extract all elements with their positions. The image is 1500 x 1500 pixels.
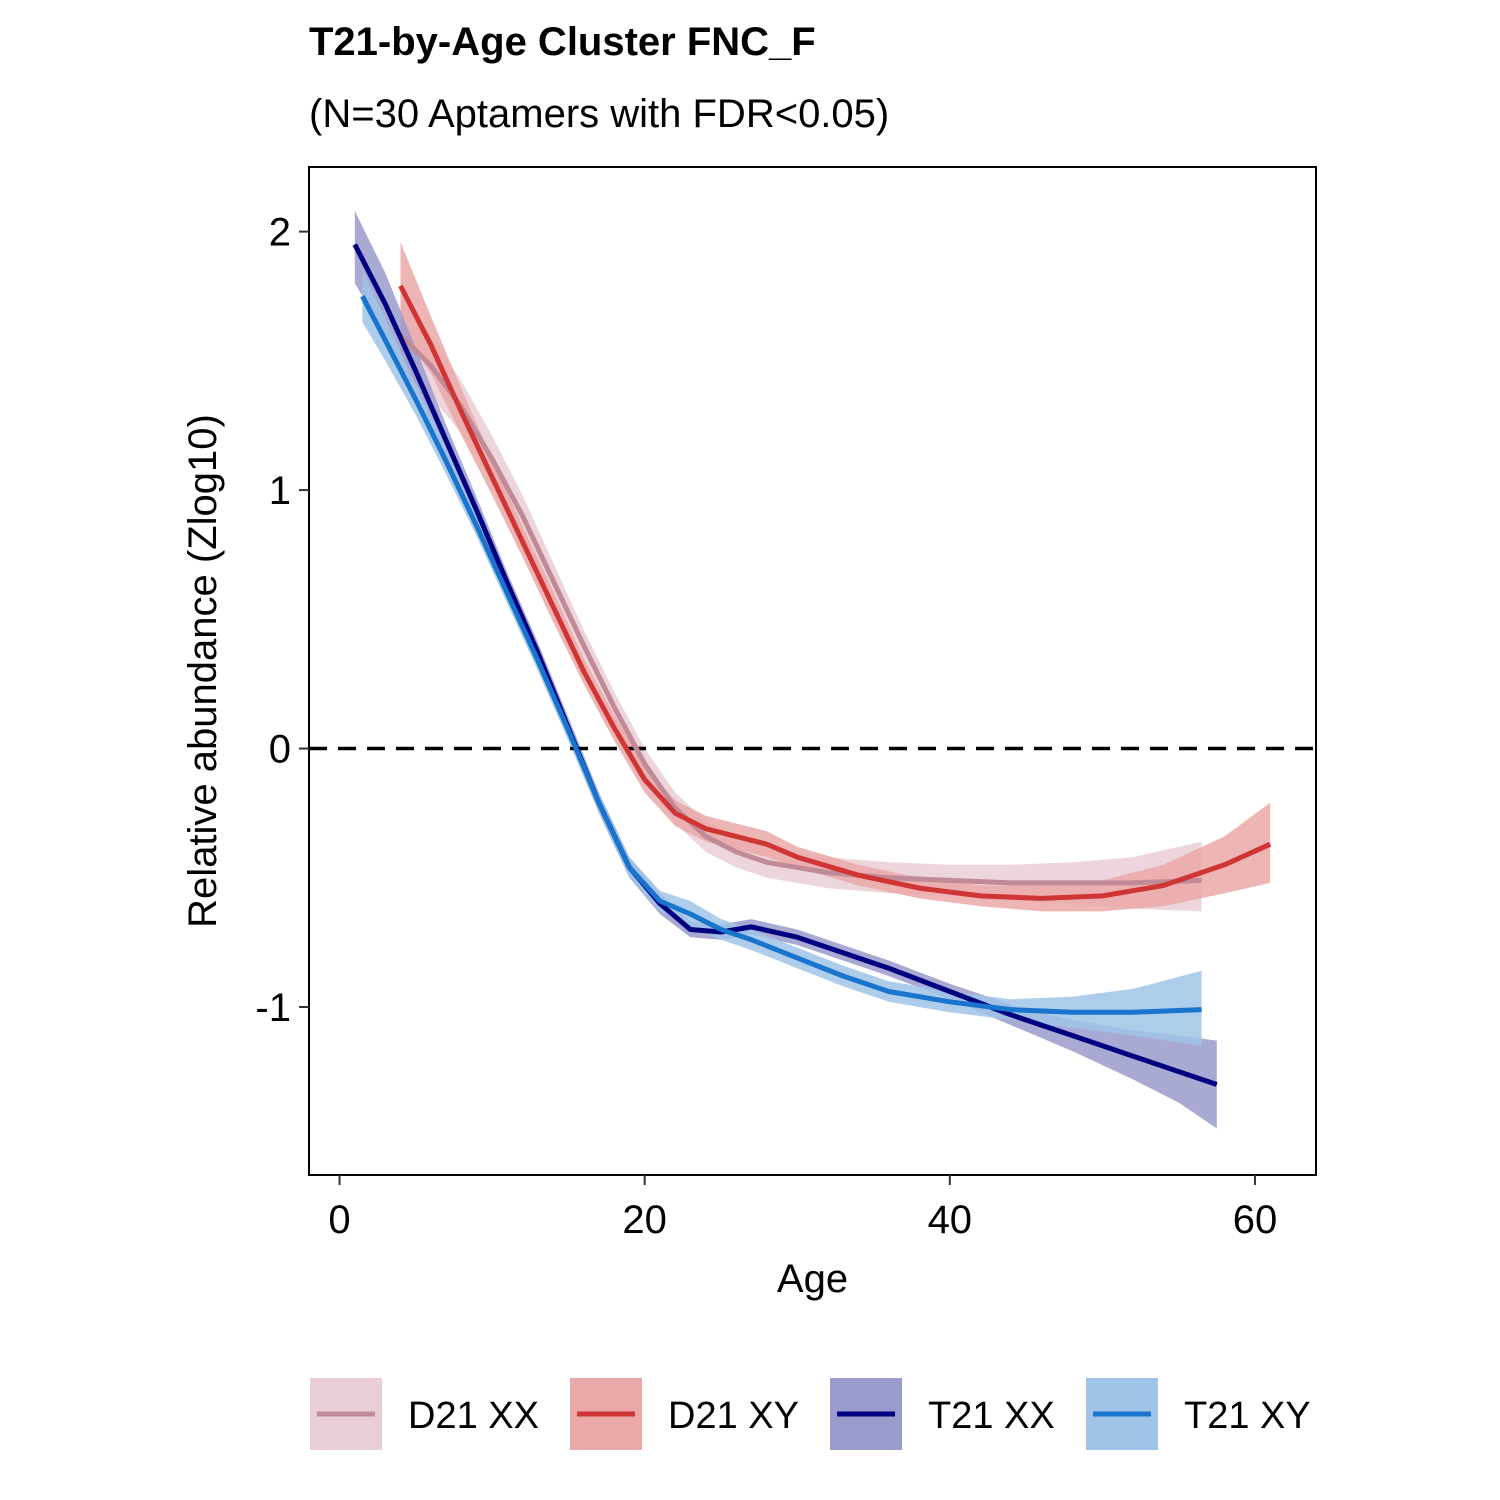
legend-item-t21-xy: T21 XY bbox=[1086, 1378, 1311, 1450]
legend-item-t21-xx: T21 XX bbox=[830, 1378, 1055, 1450]
chart-subtitle: (N=30 Aptamers with FDR<0.05) bbox=[309, 92, 890, 136]
legend-label: D21 XX bbox=[408, 1395, 539, 1437]
x-axis-label: Age bbox=[777, 1257, 848, 1301]
line-t21-xx bbox=[352, 243, 1218, 1087]
line-t21-xy bbox=[360, 295, 1202, 1015]
band-t21-xx bbox=[354, 210, 1217, 1129]
series-lines bbox=[352, 243, 1272, 1087]
y-axis: 2 1 0 -1 bbox=[255, 211, 309, 1030]
band-d21-xx bbox=[400, 296, 1202, 912]
legend-label: D21 XY bbox=[668, 1395, 799, 1437]
y-tick-label: -1 bbox=[255, 986, 291, 1030]
y-axis-label: Relative abundance (Zlog10) bbox=[181, 414, 225, 928]
legend-item-d21-xx: D21 XX bbox=[310, 1378, 539, 1450]
x-tick-label: 0 bbox=[328, 1198, 350, 1242]
plot-panel-border bbox=[308, 166, 1317, 1176]
legend-label: T21 XY bbox=[1184, 1395, 1311, 1437]
band-d21-xy bbox=[400, 242, 1271, 912]
legend-item-d21-xy: D21 XY bbox=[570, 1378, 799, 1450]
x-axis: 0 20 40 60 bbox=[328, 1175, 1277, 1242]
line-d21-xy bbox=[398, 284, 1272, 901]
chart-title: T21-by-Age Cluster FNC_F bbox=[309, 20, 816, 64]
y-tick-label: 2 bbox=[269, 211, 291, 255]
x-tick-label: 20 bbox=[622, 1198, 667, 1242]
legend-label: T21 XX bbox=[928, 1395, 1055, 1437]
x-tick-label: 60 bbox=[1233, 1198, 1278, 1242]
legend: D21 XX D21 XY T21 XX T21 XY bbox=[310, 1378, 1311, 1450]
y-tick-label: 1 bbox=[269, 469, 291, 513]
confidence-bands bbox=[354, 210, 1271, 1129]
y-tick-label: 0 bbox=[269, 728, 291, 772]
x-tick-label: 40 bbox=[928, 1198, 973, 1242]
